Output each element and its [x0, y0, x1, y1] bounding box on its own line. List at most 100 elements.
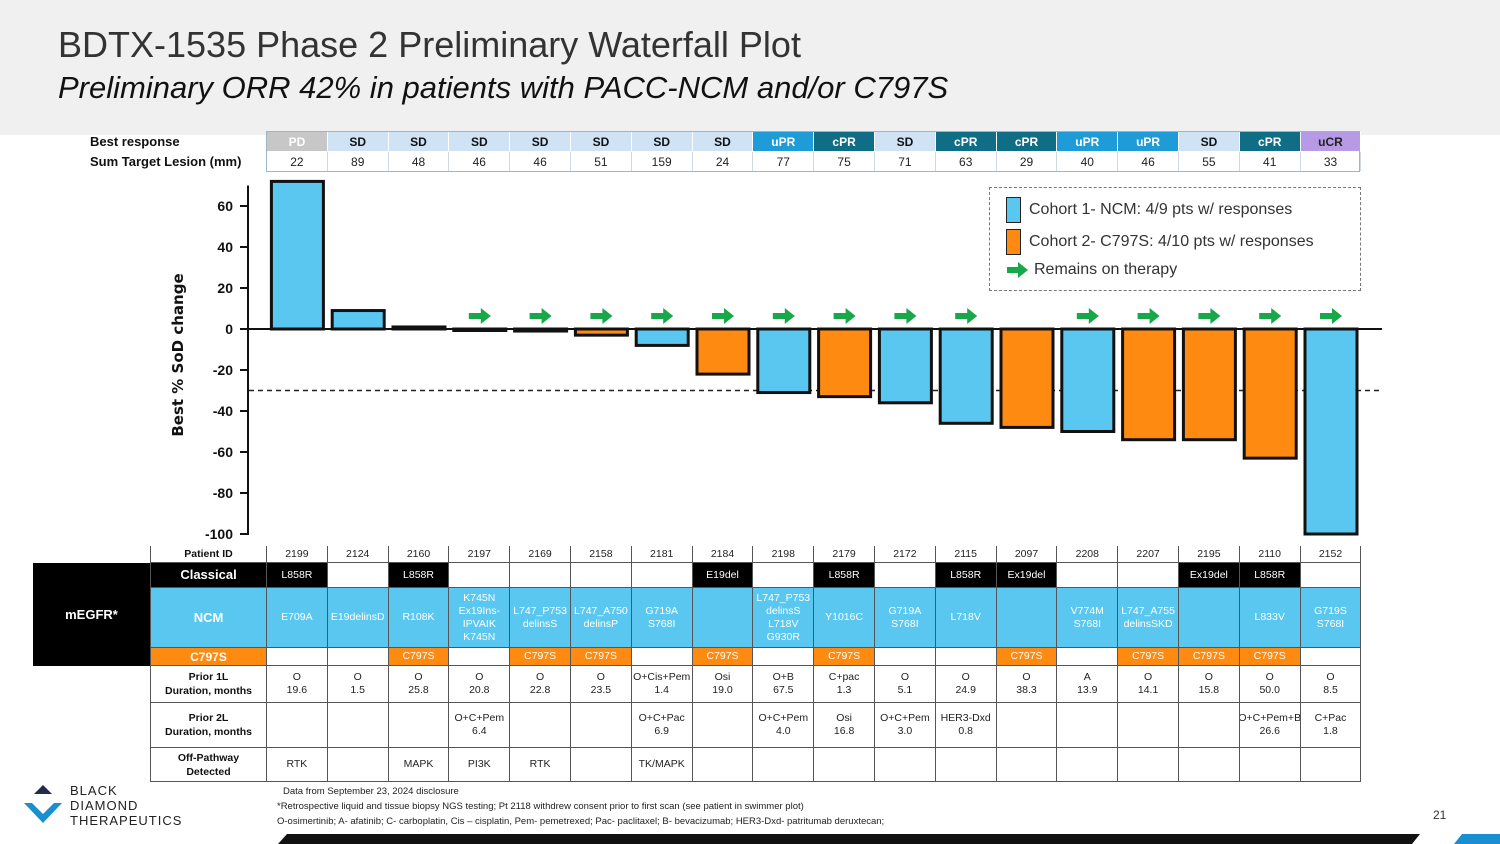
table-cell-c797s: [875, 648, 936, 666]
best-response-cell: SD: [510, 132, 571, 151]
table-cell-offpath: [753, 748, 815, 782]
y-tick-label--40: -40: [213, 403, 233, 419]
table-cell-p2: [327, 703, 389, 748]
ncm-label-text: NCM: [193, 609, 224, 625]
table-cell-patient_ids: 2197: [449, 546, 511, 563]
legend-label-remains: Remains on therapy: [1034, 261, 1178, 278]
table-cell-ncm: L747_P753 delinsS L718V G930R: [753, 588, 815, 648]
table-cell-patient_ids: 2184: [692, 546, 754, 563]
table-cell-p1: Osi 19.0: [692, 666, 754, 703]
y-tick-label-40: 40: [217, 239, 233, 255]
bar-patient-13: [999, 327, 1055, 429]
prior2l-label: Prior 2L Duration, months: [150, 703, 267, 748]
table-cell-offpath: [1179, 748, 1240, 782]
bar-patient-10: [817, 327, 873, 399]
best-response-cell: SD: [571, 132, 632, 151]
y-axis-title: Best % SoD change: [169, 273, 187, 436]
table-cell-patient_ids: 2198: [753, 546, 815, 563]
footnote-retrospective: *Retrospective liquid and tissue biopsy …: [277, 801, 804, 812]
remains-arrow-18: [1320, 308, 1342, 324]
table-cell-classical: [1057, 563, 1119, 588]
table-cell-c797s: C797S: [388, 648, 450, 666]
table-cell-classical: L858R: [935, 563, 997, 588]
table-cell-classical: L858R: [1239, 563, 1301, 588]
remains-arrow-5: [529, 308, 552, 324]
best-response-label: Best response: [90, 134, 180, 149]
logo: [22, 783, 64, 832]
table-cell-classical: [753, 563, 815, 588]
table-cell-ncm: [1179, 588, 1240, 648]
table-cell-p1: O+Cis+Pem 1.4: [631, 666, 693, 703]
best-response-cell: uPR: [1118, 132, 1179, 151]
header-band: [0, 0, 1500, 135]
offpath-label-text: Off-Pathway: [177, 751, 240, 764]
table-cell-c797s: C797S: [1118, 648, 1179, 666]
table-cell-c797s: [449, 648, 511, 666]
sum-target-cell: 40: [1057, 152, 1119, 171]
remains-arrow-10: [833, 308, 856, 324]
table-cell-c797s: [1057, 648, 1119, 666]
table-cell-ncm: Y1016C: [814, 588, 875, 648]
table-cell-patient_ids: 2181: [631, 546, 693, 563]
table-cell-p2: [510, 703, 571, 748]
bar-patient-2: [330, 309, 386, 331]
table-cell-classical: L858R: [388, 563, 450, 588]
table-cell-ncm: L747_A750 delinsP: [571, 588, 632, 648]
y-tick-label--60: -60: [213, 444, 233, 460]
table-cell-patient_ids: 2208: [1057, 546, 1119, 563]
page-subtitle: Preliminary ORR 42% in patients with PAC…: [58, 70, 949, 105]
classical-label: Classical: [150, 563, 267, 588]
legend-item-cohort1: Cohort 1- NCM: 4/9 pts w/ responses: [1006, 197, 1292, 223]
sum-target-cell: 33: [1301, 152, 1362, 171]
table-cell-ncm: [692, 588, 754, 648]
sum-target-cell: 63: [936, 152, 997, 171]
table-cell-offpath: [875, 748, 936, 782]
remains-arrow-8: [712, 308, 734, 324]
y-tick-label--80: -80: [213, 485, 233, 501]
legend-label-cohort2: Cohort 2- C797S: 4/10 pts w/ responses: [1029, 233, 1314, 250]
table-cell-offpath: RTK: [510, 748, 571, 782]
table-cell-ncm: L833V: [1239, 588, 1301, 648]
table-cell-patient_ids: 2195: [1179, 546, 1240, 563]
y-tick-label-60: 60: [217, 198, 233, 214]
table-cell-p2: Osi 16.8: [814, 703, 875, 748]
table-cell-c797s: [753, 648, 815, 666]
best-response-cell: SD: [692, 132, 754, 151]
prior2l-label-text: Prior 2L: [188, 712, 229, 724]
table-cell-classical: E19del: [692, 563, 754, 588]
table-cell-p1: O 20.8: [449, 666, 511, 703]
table-cell-c797s: C797S: [996, 648, 1058, 666]
table-cell-p1: O 38.3: [996, 666, 1058, 703]
logo-line1: BLACK: [70, 783, 118, 798]
mefgr-block: mEGFR*: [33, 563, 150, 666]
footnote-source: Data from September 23, 2024 disclosure: [283, 786, 459, 797]
best-response-cell: SD: [875, 132, 936, 151]
table-cell-c797s: C797S: [571, 648, 632, 666]
table-cell-c797s: [935, 648, 997, 666]
sum-target-cell: 46: [1118, 152, 1179, 171]
table-cell-p1: O 50.0: [1239, 666, 1301, 703]
table-cell-patient_ids: 2097: [996, 546, 1058, 563]
bar-patient-1: [269, 179, 325, 331]
table-cell-p1: O 1.5: [327, 666, 389, 703]
table-cell-classical: L858R: [814, 563, 875, 588]
best-response-cell: SD: [388, 132, 450, 151]
table-cell-ncm: G719A S768I: [631, 588, 693, 648]
c797s-label-text: C797S: [190, 649, 227, 664]
table-cell-ncm: G719S S768I: [1300, 588, 1362, 648]
best-response-cell: cPR: [935, 132, 997, 151]
table-cell-ncm: R108K: [388, 588, 450, 648]
table-cell-offpath: [935, 748, 997, 782]
table-cell-patient_ids: 2199: [267, 546, 328, 563]
legend-label-cohort1: Cohort 1- NCM: 4/9 pts w/ responses: [1029, 201, 1293, 218]
table-cell-ncm: E19delinsD: [327, 588, 389, 648]
table-cell-classical: [571, 563, 632, 588]
table-cell-ncm: L718V: [935, 588, 997, 648]
table-cell-p1: O+B 67.5: [753, 666, 815, 703]
table-cell-c797s: C797S: [814, 648, 875, 666]
table-cell-offpath: [996, 748, 1058, 782]
patient-id-label-text: Patient ID: [184, 548, 233, 560]
table-cell-ncm: L747_A755 delinsSKD: [1118, 588, 1179, 648]
table-cell-c797s: C797S: [692, 648, 754, 666]
table-cell-patient_ids: 2158: [571, 546, 632, 563]
